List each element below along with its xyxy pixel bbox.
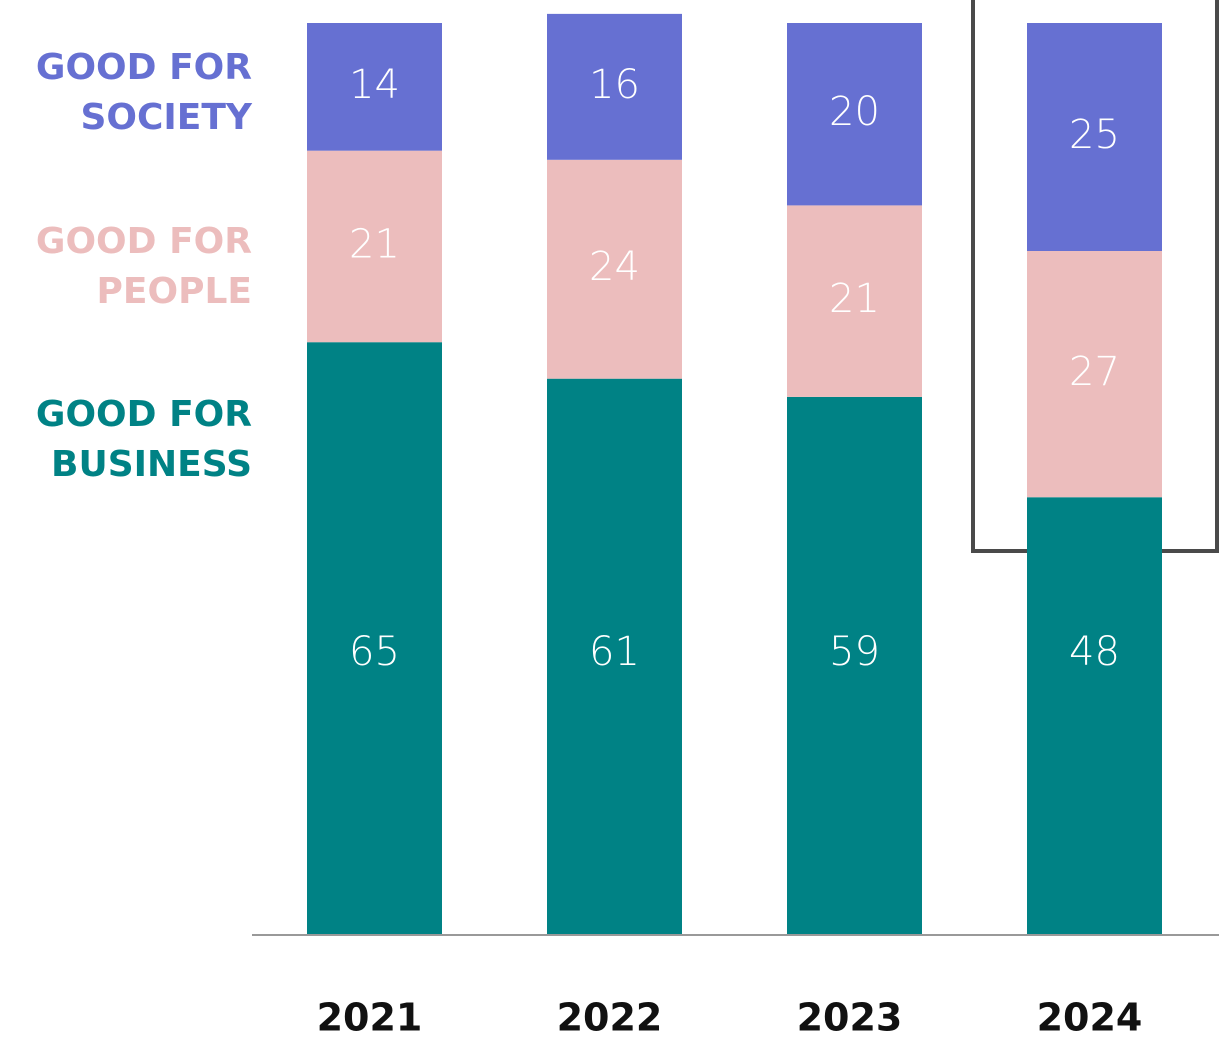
data-label: 25 bbox=[1069, 112, 1120, 158]
data-label: 21 bbox=[349, 221, 400, 267]
bar-segment bbox=[307, 342, 442, 935]
data-label: 27 bbox=[1069, 349, 1120, 395]
bar-segment bbox=[547, 159, 682, 379]
data-label: 59 bbox=[829, 629, 880, 675]
bar-segment bbox=[787, 205, 922, 397]
data-label: 14 bbox=[349, 62, 400, 108]
data-label: 61 bbox=[589, 629, 640, 675]
bar-segment bbox=[1027, 23, 1162, 251]
bar-segment bbox=[307, 150, 442, 343]
x-tick-label: 2023 bbox=[797, 996, 903, 1038]
data-label: 24 bbox=[589, 244, 640, 290]
x-tick-label: 2024 bbox=[1037, 996, 1143, 1038]
data-label: 20 bbox=[829, 89, 880, 135]
data-label: 21 bbox=[829, 276, 880, 322]
bar-segment bbox=[1027, 251, 1162, 498]
data-label: 65 bbox=[349, 629, 400, 675]
x-tick-label: 2021 bbox=[317, 996, 423, 1038]
bar-segment bbox=[547, 13, 682, 160]
data-label: 48 bbox=[1069, 629, 1120, 675]
legend-entry: GOOD FOR PEOPLE bbox=[35, 221, 252, 312]
data-label: 16 bbox=[589, 62, 640, 108]
legend-entry: GOOD FOR BUSINESS bbox=[35, 394, 252, 485]
x-tick-label: 2022 bbox=[557, 996, 663, 1038]
legend-entry: GOOD FOR SOCIETY bbox=[35, 47, 252, 138]
bar-segment bbox=[1027, 497, 1162, 935]
bar-segment bbox=[547, 378, 682, 935]
bar-segment bbox=[787, 23, 922, 206]
bar-segment bbox=[307, 23, 442, 151]
bar-segment bbox=[787, 396, 922, 935]
